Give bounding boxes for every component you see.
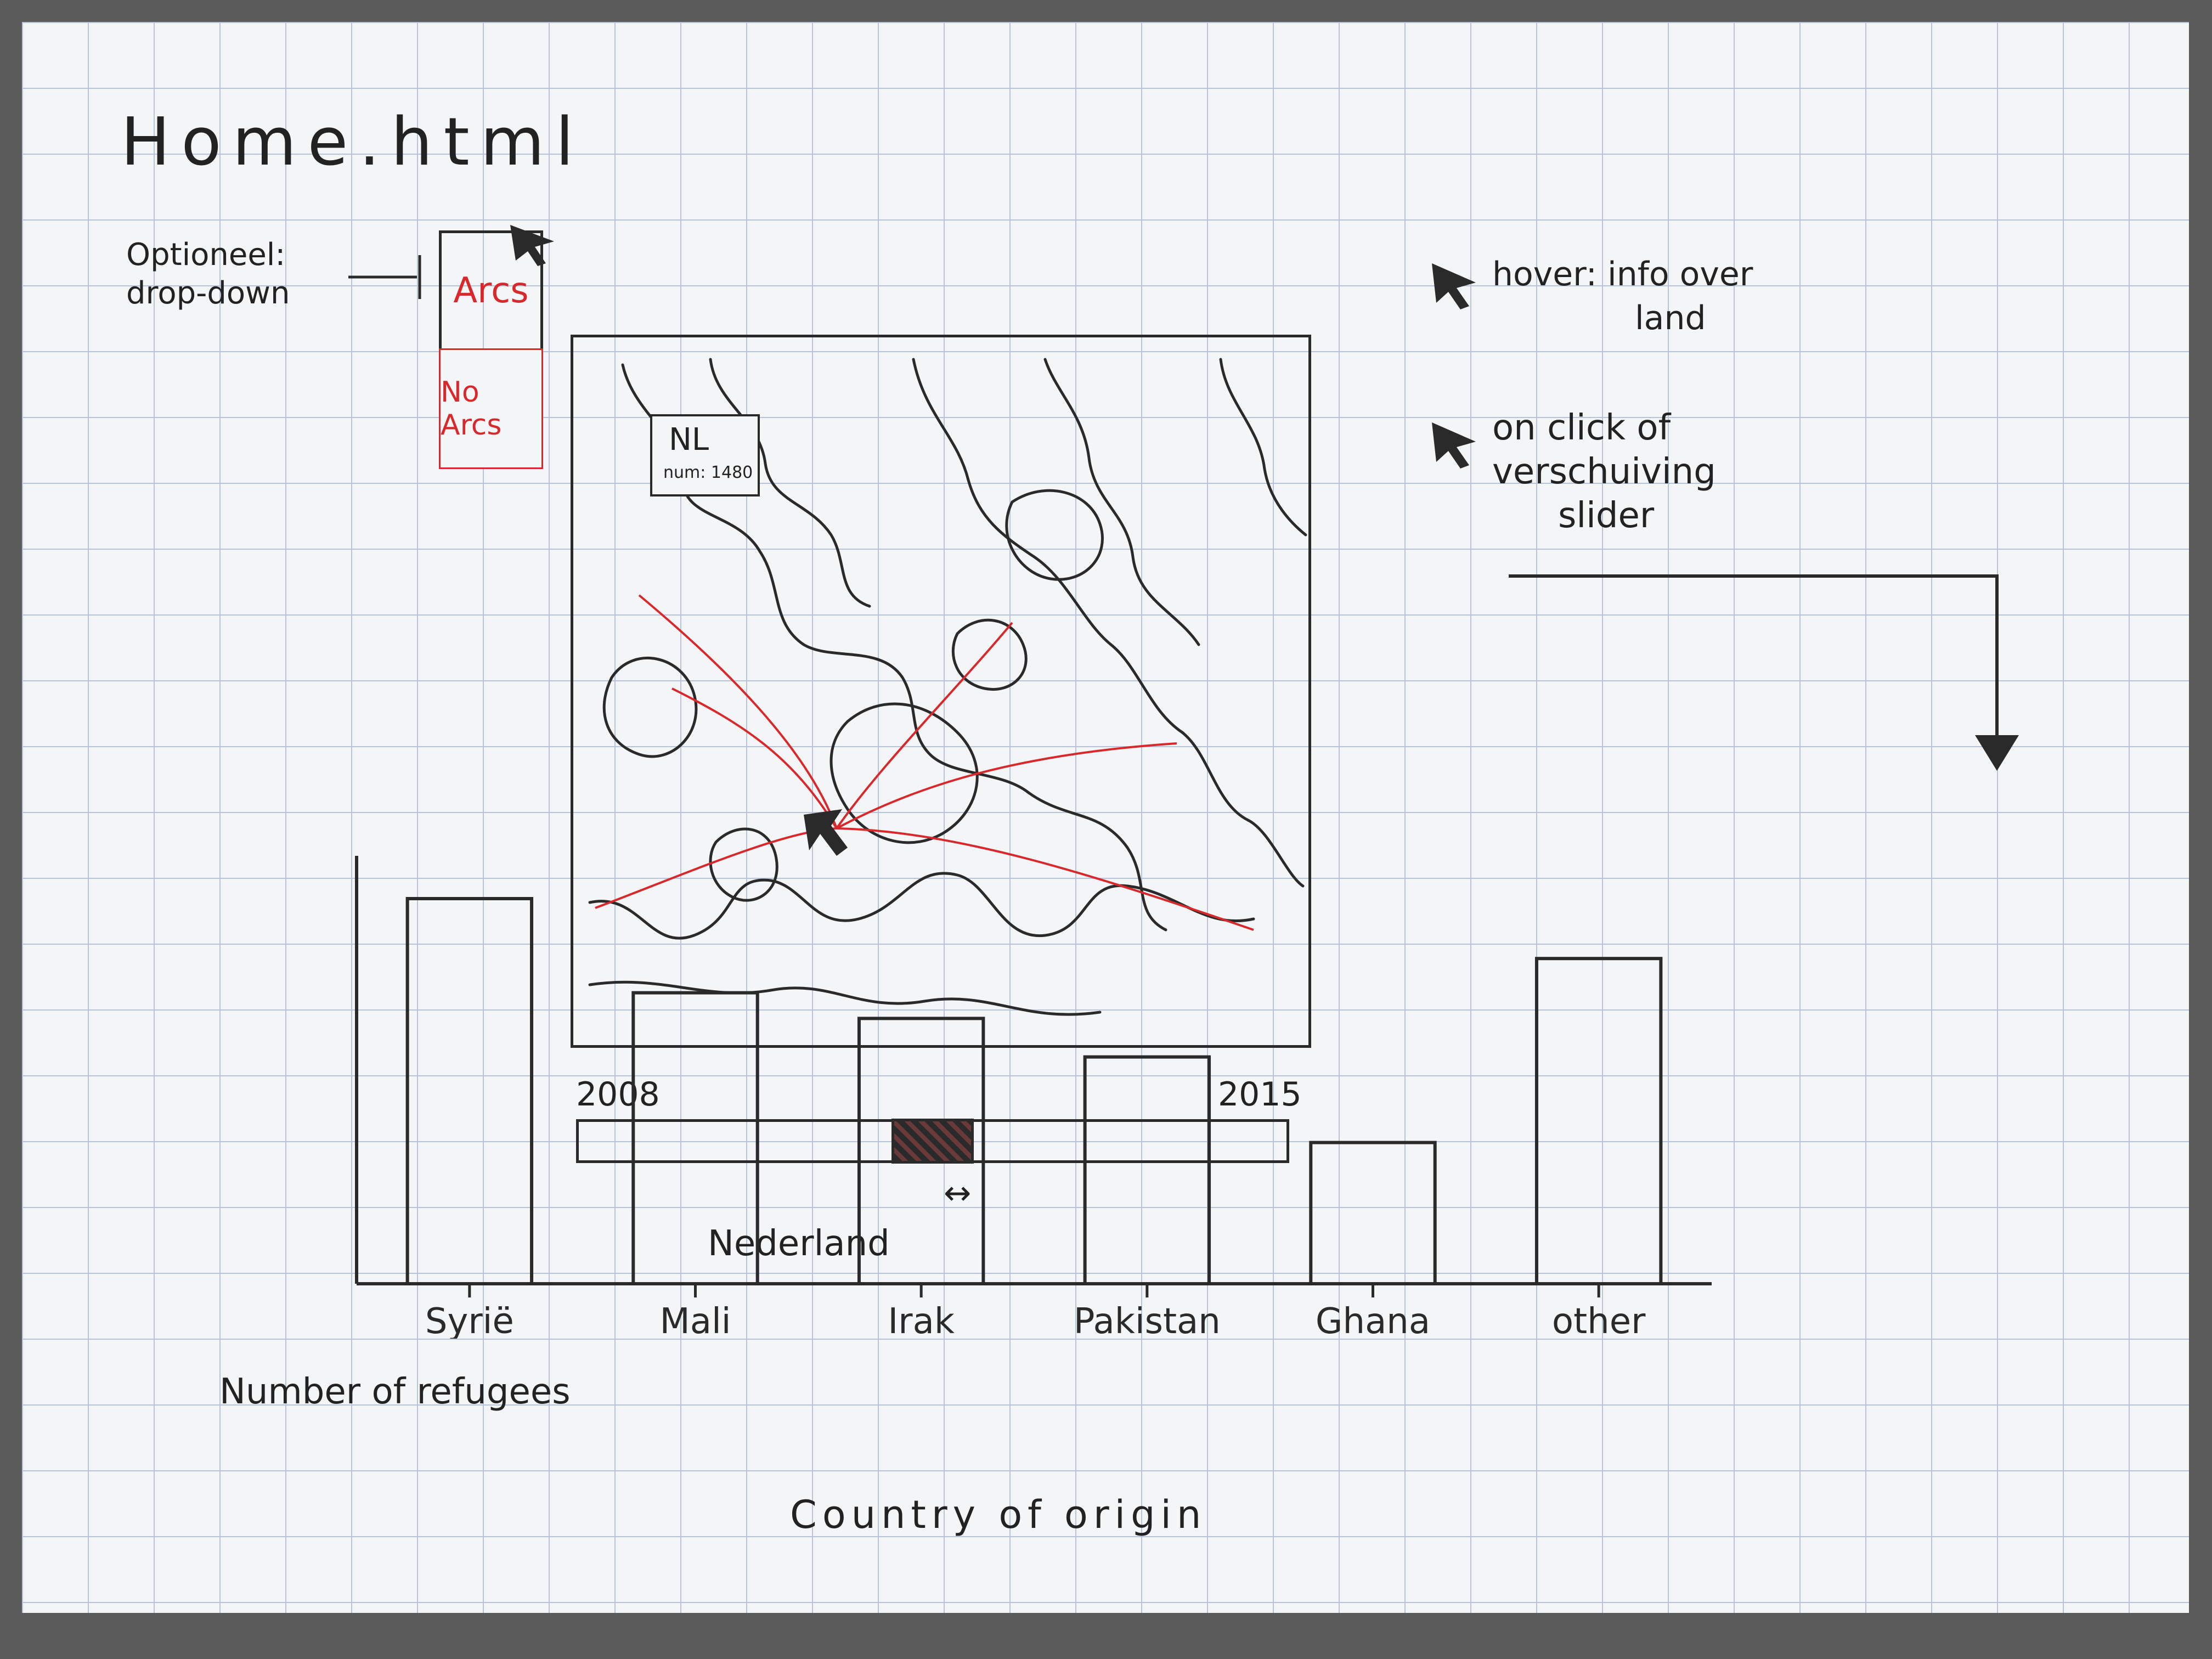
click-annotation-line2: verschuiving — [1492, 452, 1716, 492]
dropdown-option-no-arcs-label: No Arcs — [441, 376, 502, 442]
bar-chart-svg: Syrië Mali Irak Pakistan Ghana other — [355, 856, 1712, 1342]
bar-3[interactable] — [857, 1017, 985, 1285]
dropdown-option-arcs-label: Arcs — [453, 270, 529, 311]
chart-xlabel: Country of origin — [790, 1492, 1207, 1537]
x-tick-label: Irak — [888, 1301, 954, 1339]
hover-annotation-line1: hover: info over — [1492, 255, 1753, 294]
cursor-icon — [505, 219, 560, 269]
bar-chart: Syrië Mali Irak Pakistan Ghana other — [285, 790, 1767, 1342]
click-annotation-line3: slider — [1558, 495, 1655, 536]
tooltip-country: NL — [669, 422, 709, 458]
dropdown-option-arcs[interactable]: Arcs — [442, 233, 540, 348]
sketch-paper: Home.html Optioneel: drop-down Arcs No A… — [22, 22, 2189, 1613]
x-tick-label: Syrië — [425, 1301, 514, 1339]
dropdown-note: Optioneel: drop-down — [126, 236, 290, 313]
tooltip-detail: num: 1480 — [663, 463, 753, 482]
x-tick-label: other — [1552, 1301, 1646, 1339]
dropdown-arrow-icon — [346, 252, 428, 302]
bar-4[interactable] — [1083, 1055, 1211, 1285]
bar-5[interactable] — [1309, 1141, 1437, 1285]
x-tick-label: Pakistan — [1074, 1301, 1221, 1339]
bar-2[interactable] — [631, 991, 759, 1286]
bar-1[interactable] — [405, 897, 534, 1285]
dropdown-option-no-arcs[interactable]: No Arcs — [439, 348, 543, 469]
x-tick-label: Ghana — [1316, 1301, 1430, 1339]
hover-cursor-icon — [1426, 258, 1481, 313]
click-annotation-line1: on click of — [1492, 408, 1671, 448]
slider-handle[interactable] — [891, 1119, 974, 1164]
arcs-dropdown[interactable]: Arcs No Arcs — [439, 230, 543, 469]
map-tooltip: NL num: 1480 — [650, 414, 760, 496]
hover-annotation: hover: info over land — [1492, 252, 1753, 340]
world-map[interactable]: NL num: 1480 — [571, 335, 1311, 1048]
x-tick-label: Mali — [660, 1301, 731, 1339]
dropdown-note-line2: drop-down — [126, 275, 290, 311]
click-to-chart-arrow-icon — [1503, 560, 2052, 779]
slider-arrows-icon: ↔ — [944, 1174, 972, 1212]
click-cursor-icon — [1426, 417, 1481, 472]
slider-start-label: 2008 — [576, 1075, 660, 1114]
dropdown-note-line1: Optioneel: — [126, 237, 286, 273]
hover-annotation-line2: land — [1635, 299, 1706, 337]
chart-ylabel: Number of refugees — [219, 1372, 571, 1412]
click-annotation: on click of verschuiving slider — [1492, 406, 1716, 538]
page-title: Home.html — [121, 104, 585, 180]
slider-end-label: 2015 — [1218, 1075, 1302, 1114]
bar-6[interactable] — [1534, 957, 1663, 1285]
year-slider[interactable] — [576, 1119, 1289, 1164]
